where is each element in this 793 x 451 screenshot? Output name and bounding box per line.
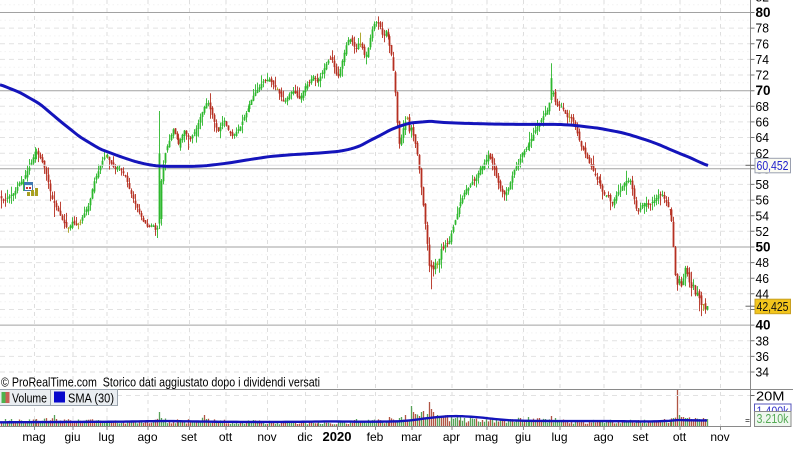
svg-text:80: 80 (756, 5, 771, 20)
svg-text:58: 58 (756, 177, 770, 192)
svg-text:62: 62 (756, 146, 770, 161)
svg-text:giu: giu (515, 430, 531, 444)
svg-text:ago: ago (137, 430, 157, 444)
svg-text:46: 46 (756, 271, 770, 286)
svg-text:ago: ago (593, 430, 613, 444)
svg-text:34: 34 (756, 365, 770, 380)
svg-text:76: 76 (756, 36, 770, 51)
svg-text:78: 78 (756, 21, 770, 36)
svg-text:82: 82 (756, 0, 770, 5)
svg-text:3.210k: 3.210k (757, 412, 790, 426)
svg-text:72: 72 (756, 68, 770, 83)
svg-text:dic: dic (297, 430, 312, 444)
svg-text:20M: 20M (756, 389, 785, 404)
svg-text:66: 66 (756, 115, 770, 130)
svg-text:Volume: Volume (12, 392, 47, 406)
svg-text:set: set (632, 430, 649, 444)
svg-text:44: 44 (756, 286, 770, 301)
svg-text:mar: mar (401, 430, 422, 444)
svg-text:nov: nov (257, 430, 276, 444)
svg-text:64: 64 (756, 130, 770, 145)
svg-text:mag: mag (475, 430, 498, 444)
svg-text:nov: nov (710, 430, 729, 444)
svg-text:mag: mag (22, 430, 45, 444)
svg-text:54: 54 (756, 208, 770, 223)
svg-text:ott: ott (219, 430, 233, 444)
svg-text:lug: lug (98, 430, 114, 444)
svg-text:56: 56 (756, 193, 770, 208)
svg-text:40: 40 (756, 318, 771, 333)
svg-text:60,452: 60,452 (757, 159, 789, 173)
svg-text:set: set (181, 430, 198, 444)
svg-text:2020: 2020 (323, 429, 352, 444)
svg-text:apr: apr (443, 430, 460, 444)
svg-text:52: 52 (756, 224, 770, 239)
svg-text:42,425: 42,425 (757, 300, 789, 314)
svg-text:giu: giu (64, 430, 80, 444)
svg-text:74: 74 (756, 52, 770, 67)
svg-text:50: 50 (756, 240, 771, 255)
svg-text:38: 38 (756, 333, 770, 348)
svg-text:lug: lug (551, 430, 567, 444)
svg-text:70: 70 (756, 83, 771, 98)
svg-text:36: 36 (756, 349, 770, 364)
svg-text:68: 68 (756, 99, 770, 114)
svg-text:SMA (30): SMA (30) (68, 392, 114, 406)
svg-text:feb: feb (367, 430, 384, 444)
svg-text:ott: ott (673, 430, 687, 444)
svg-text:48: 48 (756, 255, 770, 270)
svg-text:© ProRealTime.com Storico dat: © ProRealTime.com Storico dati aggiustat… (1, 376, 320, 390)
